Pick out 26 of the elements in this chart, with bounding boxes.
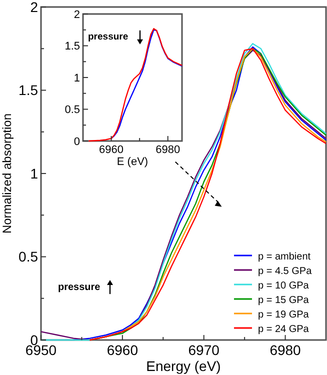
x-tick-label: 6960: [106, 342, 138, 358]
y-tick-label: 1: [74, 72, 80, 84]
x-tick-label: 6980: [270, 342, 302, 358]
y-tick-label: 1: [30, 165, 38, 182]
line-series: [88, 28, 183, 142]
legend-label: p = 24 GPa: [258, 324, 310, 335]
annotation: pressure: [88, 31, 128, 42]
legend-label: p = 19 GPa: [258, 310, 310, 320]
legend-label: p = 15 GPa: [258, 295, 310, 306]
x-tick-label: 6980: [156, 144, 180, 156]
x-axis-title: E (eV): [116, 156, 148, 168]
annotation: pressure: [58, 282, 101, 294]
y-tick-label: 0.5: [18, 248, 38, 265]
legend-label: p = 4.5 GPa: [258, 266, 312, 277]
legend-label: p = 10 GPa: [258, 280, 310, 292]
x-axis-title: Energy (eV): [146, 358, 221, 374]
y-tick-label: 2: [30, 0, 38, 15]
y-axis-title: Normalized absorption: [0, 113, 14, 234]
x-tick-label: 6970: [188, 342, 220, 358]
y-tick-label: 1.5: [64, 40, 80, 53]
legend-label: p = ambient: [258, 252, 311, 262]
y-tick-label: 0.5: [64, 104, 80, 116]
x-tick-label: 6960: [99, 144, 124, 156]
y-tick-label: 0: [74, 136, 80, 148]
y-tick-label: 1.5: [18, 82, 38, 98]
y-tick-label: 2: [74, 8, 80, 21]
